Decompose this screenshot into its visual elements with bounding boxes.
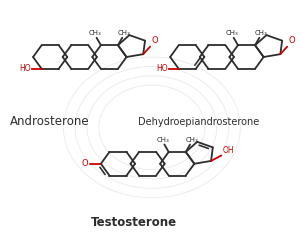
Text: Testosterone: Testosterone xyxy=(91,216,177,229)
Text: OH: OH xyxy=(223,146,235,155)
Text: CH₃: CH₃ xyxy=(157,137,169,143)
Text: Androsterone: Androsterone xyxy=(11,115,90,128)
Text: O: O xyxy=(81,159,88,168)
Text: HO: HO xyxy=(19,64,31,73)
Text: O: O xyxy=(289,36,296,45)
Text: CH₃: CH₃ xyxy=(117,30,130,36)
Text: CH₃: CH₃ xyxy=(226,30,239,36)
Text: CH₃: CH₃ xyxy=(254,30,267,36)
Text: CH₃: CH₃ xyxy=(185,137,198,143)
Text: O: O xyxy=(152,36,158,45)
Text: CH₃: CH₃ xyxy=(89,30,101,36)
Text: HO: HO xyxy=(156,64,168,73)
Text: Dehydroepiandrosterone: Dehydroepiandrosterone xyxy=(138,117,260,126)
